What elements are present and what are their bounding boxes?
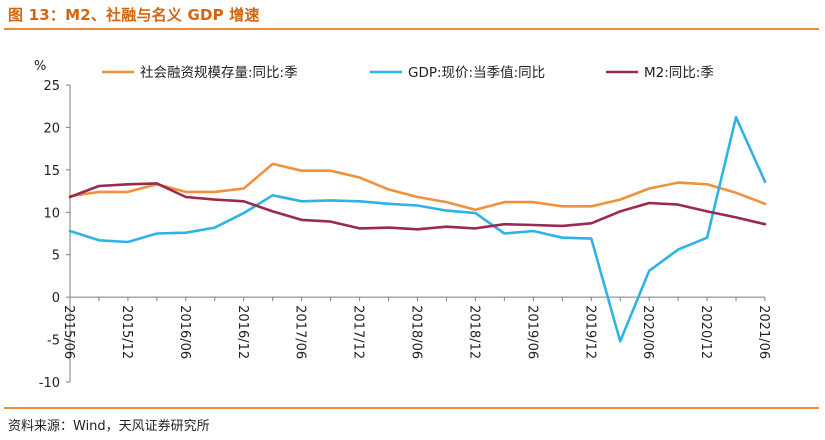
x-tick-label: 2017/12: [351, 305, 366, 359]
chart-legend: 社会融资规模存量:同比:季 GDP:现价:当季值:同比 M2:同比:季: [102, 65, 714, 81]
y-tick-label: -5: [47, 334, 60, 349]
legend-label-2: GDP:现价:当季值:同比: [408, 65, 545, 81]
x-tick-label: 2015/12: [119, 305, 134, 359]
x-tick-label: 2020/12: [698, 305, 713, 359]
x-tick-label: 2018/06: [409, 305, 424, 359]
x-tick-label: 2015/06: [61, 305, 76, 359]
chart-axes: % 25 20 15 10 5 0 -5 -10 2015/06 2015/12 2016/06 201…: [34, 59, 771, 391]
figure-title: 图 13：M2、社融与名义 GDP 增速: [8, 6, 260, 24]
series-line-3: [68, 182, 767, 231]
series-line-1: [68, 162, 767, 211]
y-tick-label: 10: [43, 206, 60, 221]
series-line-2: [68, 115, 767, 343]
chart-series-lines: [68, 115, 767, 343]
x-tick-label: 2017/06: [293, 305, 308, 359]
x-tick-label: 2016/12: [235, 305, 250, 359]
source-note: 资料来源：Wind，天风证券研究所: [8, 419, 210, 434]
y-axis-unit-label: %: [34, 59, 46, 74]
y-tick-label: -10: [39, 376, 60, 391]
legend-label-1: 社会融资规模存量:同比:季: [140, 65, 298, 81]
top-rule: [4, 28, 819, 30]
y-tick-label: 0: [52, 291, 60, 306]
legend-label-3: M2:同比:季: [644, 65, 714, 81]
bottom-rule: [4, 407, 819, 409]
y-tick-label: 15: [43, 164, 60, 179]
y-tick-label: 25: [43, 79, 60, 94]
y-tick-label: 20: [43, 121, 60, 136]
x-tick-label: 2016/06: [177, 305, 192, 359]
x-tick-label: 2021/06: [756, 305, 771, 359]
x-tick-label: 2020/06: [640, 305, 655, 359]
x-tick-label: 2019/06: [524, 305, 539, 359]
x-tick-label: 2018/12: [466, 305, 481, 359]
y-tick-label: 5: [52, 249, 60, 264]
x-tick-label: 2019/12: [582, 305, 597, 359]
